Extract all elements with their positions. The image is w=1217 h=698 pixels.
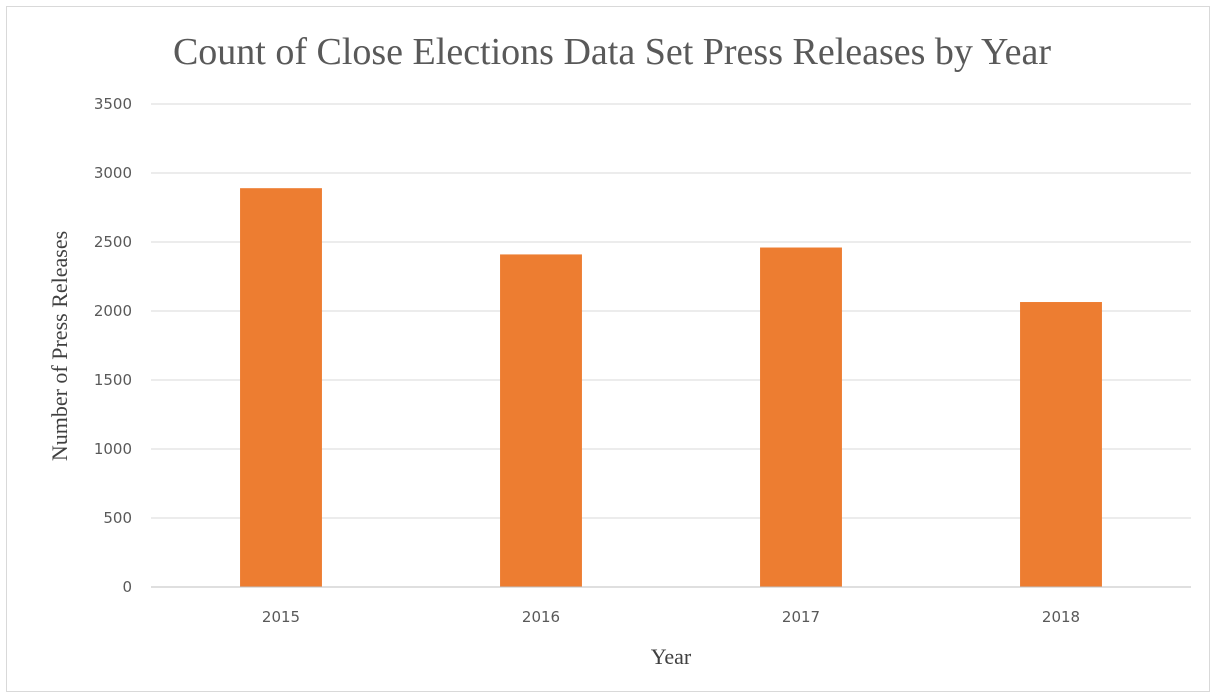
x-axis-title: Year	[651, 644, 692, 669]
bar-2016	[500, 254, 582, 588]
gridlines	[151, 103, 1191, 519]
bars	[240, 188, 1102, 588]
x-axis-ticks: 2015 2016 2017 2018	[262, 608, 1080, 626]
x-tick-label: 2017	[782, 608, 820, 626]
x-tick-label: 2015	[262, 608, 300, 626]
x-tick-label: 2018	[1042, 608, 1080, 626]
y-tick-label: 2500	[94, 233, 132, 251]
y-axis-title: Number of Press Releases	[47, 231, 72, 461]
y-tick-label: 1000	[94, 440, 132, 458]
y-tick-label: 3500	[94, 95, 132, 113]
bar-2018	[1020, 302, 1102, 587]
y-tick-label: 0	[122, 578, 132, 596]
y-tick-label: 500	[103, 509, 132, 527]
y-tick-label: 2000	[94, 302, 132, 320]
y-tick-label: 1500	[94, 371, 132, 389]
bar-2015	[240, 188, 322, 587]
y-axis-ticks: 0 500 1000 1500 2000 2500 3000 3500	[94, 95, 132, 596]
y-tick-label: 3000	[94, 164, 132, 182]
x-tick-label: 2016	[522, 608, 560, 626]
chart-frame	[6, 6, 1210, 692]
chart-title: Count of Close Elections Data Set Press …	[173, 31, 1051, 73]
bar-2017	[760, 247, 842, 587]
